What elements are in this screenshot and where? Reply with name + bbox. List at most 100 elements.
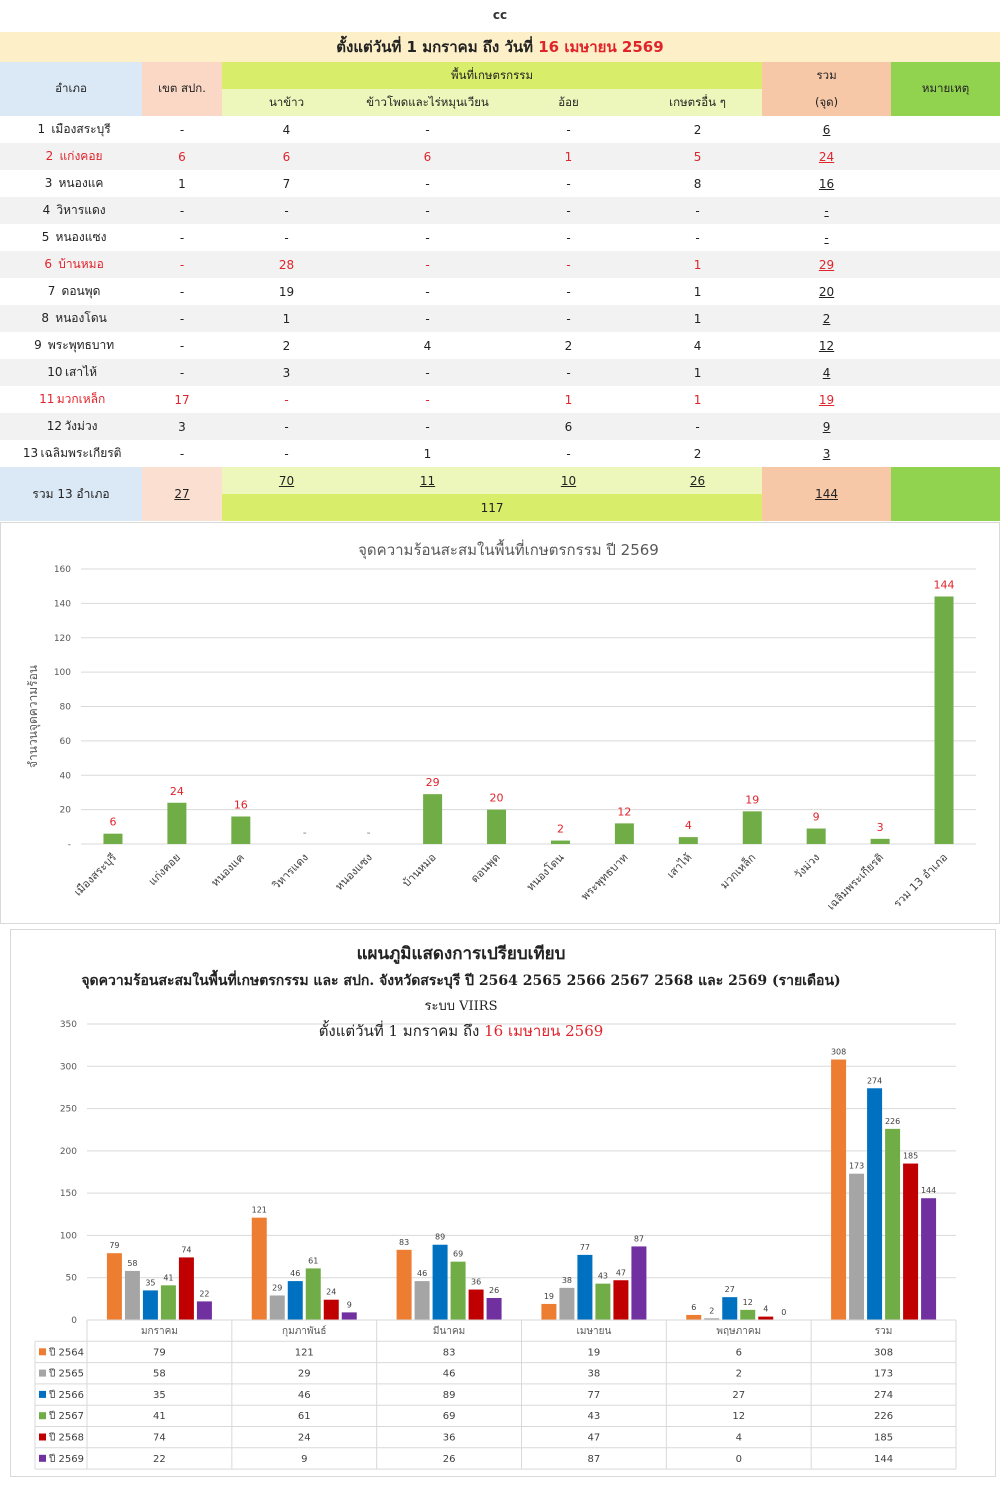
chart1-xtick: เมืองสระบุรี: [71, 851, 119, 899]
row-rice: -: [284, 446, 289, 461]
chart2-data-label: 83: [399, 1238, 409, 1247]
row-total: 12: [818, 338, 835, 353]
chart1-bar: [742, 811, 762, 844]
row-amphoe: 8 หนองโดน: [0, 305, 142, 332]
chart2-data-label: 26: [489, 1286, 499, 1295]
row-index: 9: [34, 338, 42, 352]
chart2-category-label: มกราคม: [141, 1326, 178, 1337]
summary-rice: 70: [222, 467, 351, 494]
row-name: ดอนพุด: [61, 284, 101, 298]
row-zone: 6: [142, 143, 222, 170]
header-amphoe: อำเภอ: [0, 62, 142, 116]
chart2-table-cell: 77: [588, 1390, 601, 1401]
chart2-bar: [106, 1253, 122, 1320]
chart2-bar: [867, 1088, 883, 1320]
table-row: 12 วังม่วง 3- -6-9: [0, 413, 1000, 440]
row-other: 1: [693, 392, 702, 407]
summary-total: 144: [762, 467, 892, 521]
row-total: 2: [762, 305, 892, 332]
chart2-ytick: 50: [66, 1274, 78, 1284]
row-corn: -: [351, 197, 504, 224]
chart2-legend-swatch: [39, 1433, 46, 1441]
row-index: 10: [47, 365, 63, 379]
chart2-data-label: 36: [471, 1278, 481, 1287]
chart1-ytick: 20: [60, 806, 72, 816]
chart2-table-cell: 185: [874, 1433, 893, 1444]
row-name: พระพุทธบาท: [47, 338, 115, 352]
row-rice: 7: [282, 176, 291, 191]
row-corn: -: [351, 305, 504, 332]
row-zone: -: [142, 251, 222, 278]
chart2-table-cell: 35: [153, 1390, 166, 1401]
chart2-bar: [831, 1059, 847, 1320]
chart1-data-label: 29: [426, 776, 440, 789]
row-name: เฉลิมพระเกียรติ: [40, 446, 122, 460]
row-note: [891, 332, 1000, 359]
row-amphoe: 10 เสาไห้: [0, 359, 142, 386]
chart2-table-cell: 46: [443, 1369, 456, 1380]
chart1-xtick: เฉลิมพระเกียรติ: [825, 851, 887, 913]
chart1-xtick: วังม่วง: [792, 851, 823, 882]
row-corn: -: [425, 230, 430, 245]
row-zone: 1: [178, 176, 186, 191]
row-cane: 1: [504, 143, 633, 170]
row-zone: 17: [174, 392, 190, 407]
chart1-xtick: รวม 13 อำเภอ: [891, 851, 950, 910]
chart2-bar: [577, 1254, 593, 1320]
row-total: -: [762, 197, 892, 224]
chart1-xtick: ดอนพุด: [468, 851, 502, 885]
row-note: [891, 116, 1000, 143]
chart2-table-cell: 2: [736, 1369, 742, 1380]
row-rice: 6: [222, 143, 351, 170]
chart2-bar: [432, 1244, 448, 1320]
chart2-legend-swatch: [39, 1348, 46, 1356]
header-other: เกษตรอื่น ๆ: [633, 89, 763, 116]
chart1-xtick: หนองแซง: [333, 851, 375, 893]
chart1-bar: [806, 828, 826, 844]
row-cane: -: [504, 251, 633, 278]
chart1-data-label: 6: [109, 816, 116, 829]
row-total: 19: [818, 392, 835, 407]
chart2-category-label: กุมภาพันธ์: [282, 1325, 326, 1337]
chart1-ytick: 60: [60, 737, 72, 747]
row-name: หนองโดน: [55, 311, 107, 325]
chart2-data-label: 47: [616, 1268, 626, 1277]
chart2-data-label: 173: [849, 1162, 864, 1171]
row-cane: 2: [564, 338, 573, 353]
chart2-bar: [559, 1287, 575, 1320]
hotspot-table: อำเภอ เขต สปก. พื้นที่เกษตรกรรม รวม หมาย…: [0, 62, 1000, 521]
chart2-table-cell: 79: [153, 1347, 166, 1358]
row-total: 29: [762, 251, 892, 278]
chart2-bar: [849, 1173, 865, 1320]
row-amphoe: 12 วังม่วง: [0, 413, 142, 440]
chart2-table-cell: 74: [153, 1433, 166, 1444]
comparison-subtitle: จุดความร้อนสะสมในพื้นที่เกษตรกรรม และ สป…: [81, 973, 841, 989]
row-index: 8: [41, 311, 49, 325]
chart1-xtick: หนองแค: [209, 851, 247, 889]
row-other: 2: [693, 122, 702, 137]
chart2-data-label: 77: [580, 1243, 590, 1252]
chart2-data-label: 22: [199, 1289, 209, 1298]
row-cane: -: [566, 122, 571, 137]
hotspot-bar-chart-svg: จุดความร้อนสะสมในพื้นที่เกษตรกรรม ปี 256…: [26, 539, 976, 913]
row-other: -: [695, 230, 700, 245]
chart2-data-label: 58: [127, 1259, 137, 1268]
row-name: บ้านหมอ: [58, 257, 104, 271]
row-note: [891, 359, 1000, 386]
chart2-data-label: 274: [867, 1076, 882, 1085]
chart2-ytick: 0: [71, 1316, 77, 1326]
row-index: 12: [46, 419, 63, 433]
row-cane: -: [566, 176, 571, 191]
table-row: 4 วิหารแดง - - - - - -: [0, 197, 1000, 224]
chart1-ytick: 120: [54, 634, 71, 644]
chart1-ylabel: จำนวนจุดความร้อน: [26, 665, 41, 768]
chart2-data-label: 27: [725, 1285, 735, 1294]
chart2-category-label: พฤษภาคม: [716, 1326, 761, 1337]
chart2-bar: [631, 1246, 647, 1320]
chart2-legend-swatch: [39, 1390, 46, 1398]
row-other: 2: [693, 446, 702, 461]
row-index: 5: [41, 230, 50, 244]
row-index: 1: [37, 122, 46, 136]
chart1-data-label: 144: [934, 579, 955, 592]
row-total: 3: [822, 446, 831, 461]
